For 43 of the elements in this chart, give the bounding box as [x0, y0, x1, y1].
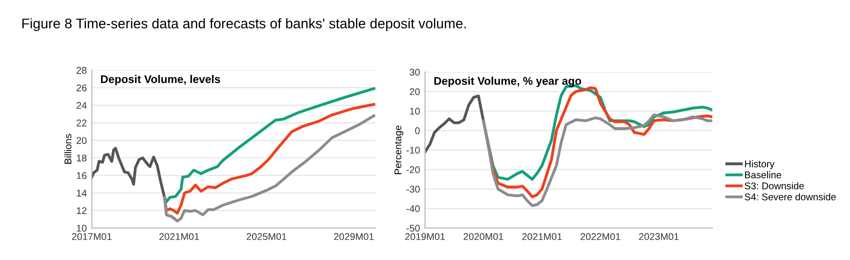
x-tick-label: 2017M01	[72, 233, 112, 240]
x-tick-label: 2029M01	[334, 233, 374, 240]
x-tick-label: 2021M01	[159, 233, 199, 240]
caption: Figure 8 Time-series data and forecasts of banks' stable deposit volume.	[22, 18, 466, 32]
y-tick-label: 10	[76, 224, 87, 232]
y-axis-title: Billions	[64, 134, 72, 164]
line-series	[163, 103, 376, 215]
line-series	[163, 87, 376, 204]
y-tick-label: 10	[410, 108, 420, 115]
x-tick-label: 2022M01	[580, 233, 620, 240]
y-tick-label: 20	[410, 88, 420, 96]
legend-label: S3: Downside	[744, 182, 804, 190]
y-tick-label: -20	[406, 166, 420, 174]
y-tick-label: 14	[76, 190, 87, 196]
y-tick-label: 26	[76, 84, 87, 92]
y-tick-label: 30	[410, 68, 420, 76]
y-tick-label: 22	[76, 120, 86, 126]
x-tick-label: 2021M01	[522, 233, 562, 240]
x-tick-label: 2019M01	[405, 233, 445, 240]
y-tick-label: 18	[76, 154, 87, 162]
y-tick-label: 12	[76, 207, 86, 214]
line-series	[425, 94, 485, 154]
chart-title: Deposit Volume, % year ago	[434, 76, 582, 88]
y-tick-label: 16	[76, 172, 87, 180]
x-tick-label: 2020M01	[464, 233, 504, 240]
line-series	[163, 114, 376, 222]
legend-label: Baseline	[745, 171, 782, 178]
x-tick-label: 2023M01	[639, 233, 679, 240]
chart-title: Deposit Volume, levels	[101, 74, 220, 86]
line-series	[482, 114, 712, 207]
y-tick-label: 28	[76, 66, 87, 74]
y-tick-label: 20	[76, 137, 87, 144]
y-tick-label: -30	[406, 186, 420, 193]
y-tick-label: 24	[76, 102, 87, 109]
line-series	[92, 146, 166, 199]
y-tick-label: -40	[406, 205, 420, 212]
x-tick-label: 2025M01	[246, 233, 286, 240]
y-tick-label: -10	[406, 146, 420, 154]
y-tick-label: 0	[415, 127, 420, 134]
y-tick-label: -50	[406, 224, 420, 232]
legend-label: S4: Severe downside	[744, 193, 836, 200]
legend-label: History	[745, 160, 775, 170]
y-axis-title: Percentage	[394, 126, 404, 174]
